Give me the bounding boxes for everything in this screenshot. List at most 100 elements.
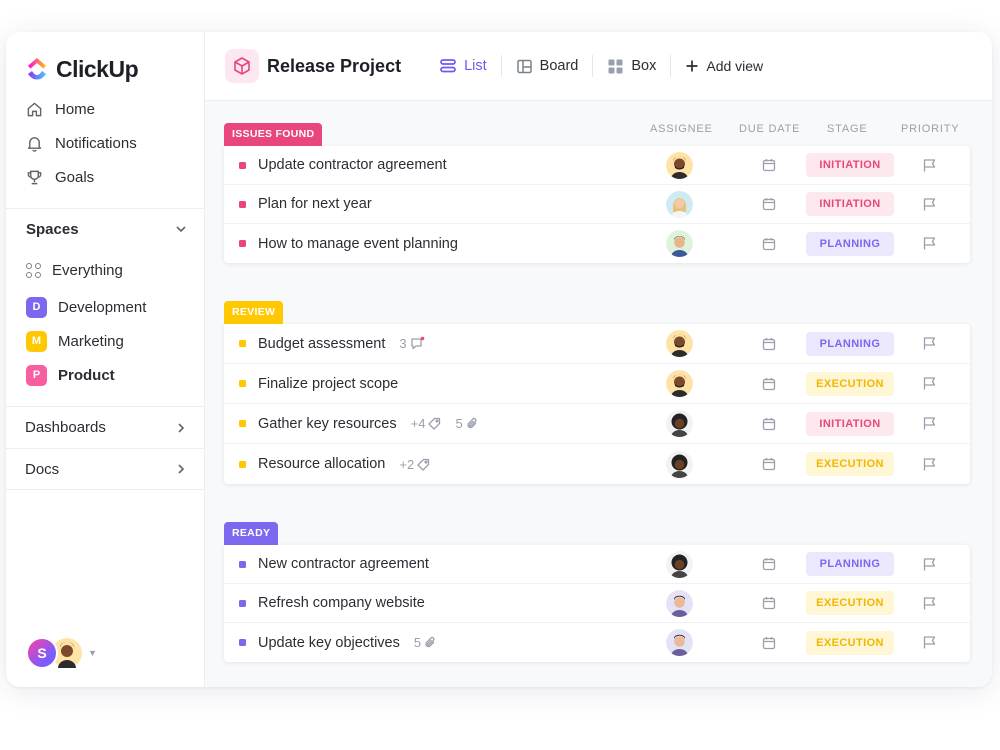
task-name-cell[interactable]: Update key objectives 5	[258, 635, 437, 651]
table-row[interactable]: Update contractor agreement INITIATION	[224, 146, 970, 185]
calendar-icon[interactable]	[762, 337, 776, 351]
stage-badge[interactable]: EXECUTION	[806, 591, 894, 615]
flag-icon[interactable]	[922, 416, 937, 431]
calendar-icon[interactable]	[762, 596, 776, 610]
space-product[interactable]: P Product	[6, 358, 204, 392]
nav-notifications[interactable]: Notifications	[6, 126, 204, 160]
comments-indicator[interactable]: 3	[399, 336, 424, 351]
tab-board[interactable]: Board	[502, 55, 593, 77]
nav-home[interactable]: Home	[6, 92, 204, 126]
flag-icon[interactable]	[922, 158, 937, 173]
stage-badge[interactable]: EXECUTION	[806, 371, 894, 396]
task-name[interactable]: New contractor agreement	[258, 556, 429, 572]
task-name[interactable]: Budget assessment	[258, 335, 386, 352]
task-name-cell[interactable]: Resource allocation +2	[258, 456, 430, 472]
column-header-priority[interactable]: PRIORITY	[901, 123, 960, 135]
flag-icon[interactable]	[922, 336, 937, 351]
flag-icon[interactable]	[922, 557, 937, 572]
calendar-icon[interactable]	[762, 636, 776, 650]
calendar-icon[interactable]	[762, 457, 776, 471]
task-name-cell[interactable]: Refresh company website	[258, 595, 425, 611]
table-row[interactable]: Finalize project scope EXECUTION	[224, 364, 970, 404]
column-header-stage[interactable]: STAGE	[827, 123, 868, 135]
attachments-indicator[interactable]: 5	[455, 416, 478, 431]
tags-indicator[interactable]: +4	[411, 416, 442, 431]
assignee-avatar[interactable]	[666, 410, 693, 437]
assignee-avatar[interactable]	[666, 190, 693, 218]
group-status-tag[interactable]: REVIEW	[224, 301, 284, 324]
assignee-avatar[interactable]	[666, 589, 693, 617]
table-row[interactable]: Budget assessment 3 PLANNING	[224, 324, 970, 364]
calendar-icon[interactable]	[762, 377, 776, 391]
table-row[interactable]: Update key objectives 5 EXECUTION	[224, 623, 970, 662]
sidebar-item-docs[interactable]: Docs	[6, 448, 204, 490]
attachments-indicator[interactable]: 5	[414, 635, 437, 650]
assignee-avatar[interactable]	[666, 450, 693, 478]
space-development[interactable]: D Development	[6, 290, 204, 324]
table-row[interactable]: How to manage event planning PLANNING	[224, 224, 970, 263]
task-name[interactable]: How to manage event planning	[258, 235, 458, 252]
group-status-tag[interactable]: READY	[224, 522, 279, 545]
user-menu[interactable]: S ▼	[26, 637, 97, 669]
stage-badge[interactable]: INITIATION	[806, 153, 894, 177]
stage-badge[interactable]: INITIATION	[806, 192, 894, 216]
task-name[interactable]: Refresh company website	[258, 595, 425, 611]
stage-badge[interactable]: EXECUTION	[806, 452, 894, 476]
task-name-cell[interactable]: Budget assessment 3	[258, 336, 425, 352]
assignee-avatar[interactable]	[666, 629, 693, 656]
flag-icon[interactable]	[922, 457, 937, 472]
task-name-cell[interactable]: Plan for next year	[258, 196, 372, 212]
stage-badge[interactable]: PLANNING	[806, 231, 894, 256]
table-row[interactable]: Refresh company website EXECUTION	[224, 584, 970, 623]
table-row[interactable]: Gather key resources +4 5 INITIATION	[224, 404, 970, 444]
sidebar-item-dashboards[interactable]: Dashboards	[6, 406, 204, 448]
column-header-assignee[interactable]: ASSIGNEE	[650, 123, 713, 135]
stage-badge[interactable]: PLANNING	[806, 331, 894, 356]
calendar-icon[interactable]	[762, 237, 776, 251]
flag-icon[interactable]	[922, 596, 937, 611]
group-status-tag[interactable]: ISSUES FOUND	[224, 123, 323, 146]
tab-list[interactable]: List	[425, 55, 501, 77]
table-row[interactable]: Plan for next year INITIATION	[224, 185, 970, 224]
task-name-cell[interactable]: Update contractor agreement	[258, 157, 447, 173]
stage-badge[interactable]: INITIATION	[806, 411, 894, 436]
task-name[interactable]: Resource allocation	[258, 456, 386, 472]
flag-icon[interactable]	[922, 635, 937, 650]
task-name[interactable]: Plan for next year	[258, 196, 372, 212]
nav-goals[interactable]: Goals	[6, 160, 204, 194]
chevron-down-icon[interactable]	[174, 222, 188, 236]
calendar-icon[interactable]	[762, 417, 776, 431]
flag-icon[interactable]	[922, 376, 937, 391]
assignee-avatar[interactable]	[666, 550, 693, 578]
space-everything[interactable]: Everything	[6, 253, 204, 287]
assignee-avatar[interactable]	[666, 230, 693, 257]
tab-box[interactable]: Box	[593, 55, 670, 77]
task-name[interactable]: Gather key resources	[258, 415, 397, 432]
task-name[interactable]: Finalize project scope	[258, 375, 399, 392]
table-row[interactable]: Resource allocation +2 EXECUTION	[224, 444, 970, 484]
logo[interactable]: ClickUp	[6, 32, 204, 86]
tags-indicator[interactable]: +2	[399, 457, 430, 472]
calendar-icon[interactable]	[762, 557, 776, 571]
assignee-avatar[interactable]	[666, 151, 693, 179]
task-name-cell[interactable]: Finalize project scope	[258, 376, 398, 392]
stage-badge[interactable]: PLANNING	[806, 552, 894, 576]
task-name[interactable]: Update key objectives	[258, 634, 400, 651]
add-view-button[interactable]: Add view	[671, 55, 777, 77]
task-name-cell[interactable]: New contractor agreement	[258, 556, 429, 572]
task-name[interactable]: Update contractor agreement	[258, 157, 447, 173]
task-name-cell[interactable]: How to manage event planning	[258, 236, 458, 252]
spaces-header[interactable]: Spaces	[6, 209, 204, 249]
table-row[interactable]: New contractor agreement PLANNING	[224, 545, 970, 584]
sidebar: ClickUp Home Notifications Goals	[6, 32, 205, 687]
calendar-icon[interactable]	[762, 197, 776, 211]
assignee-avatar[interactable]	[666, 370, 693, 397]
assignee-avatar[interactable]	[666, 330, 693, 357]
column-header-due-date[interactable]: DUE DATE	[739, 123, 801, 135]
calendar-icon[interactable]	[762, 158, 776, 172]
flag-icon[interactable]	[922, 197, 937, 212]
task-name-cell[interactable]: Gather key resources +4 5	[258, 416, 479, 432]
flag-icon[interactable]	[922, 236, 937, 251]
space-marketing[interactable]: M Marketing	[6, 324, 204, 358]
stage-badge[interactable]: EXECUTION	[806, 630, 894, 655]
